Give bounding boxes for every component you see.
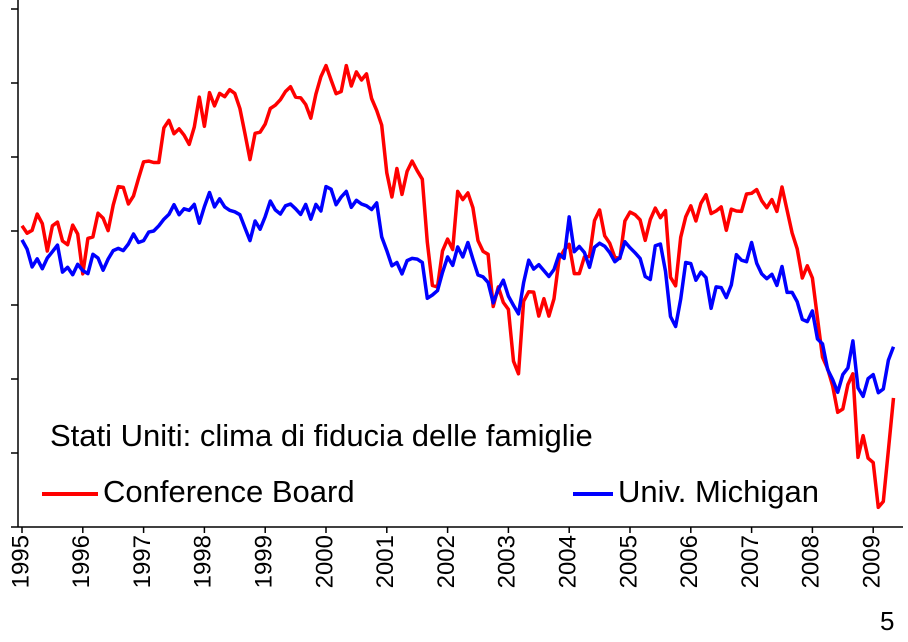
x-tick-label: 2006 <box>676 535 703 588</box>
x-tick-label: 2005 <box>615 535 642 588</box>
series-line <box>20 63 896 510</box>
x-tick-label: 2001 <box>372 535 399 588</box>
x-tick-label: 1997 <box>129 535 156 588</box>
x-tick-label: 1995 <box>7 535 34 588</box>
series-line <box>20 184 896 399</box>
x-tick-label: 2009 <box>859 535 886 588</box>
x-tick-label: 1996 <box>68 535 95 588</box>
x-tick-label: 2007 <box>737 535 764 588</box>
chart-annotation: Stati Uniti: clima di fiducia delle fami… <box>50 418 593 453</box>
legend-label: Univ. Michigan <box>618 474 819 509</box>
x-tick-label: 2000 <box>311 535 338 588</box>
x-tick-label: 1998 <box>190 535 217 588</box>
x-tick-label: 1999 <box>251 535 278 588</box>
slide-number: 5 <box>880 606 894 636</box>
x-tick-label: 2008 <box>798 535 825 588</box>
legend-label: Conference Board <box>103 474 355 509</box>
x-tick-label: 2004 <box>555 535 582 588</box>
x-tick-label: 2002 <box>433 535 460 588</box>
x-tick-label: 2003 <box>494 535 521 588</box>
